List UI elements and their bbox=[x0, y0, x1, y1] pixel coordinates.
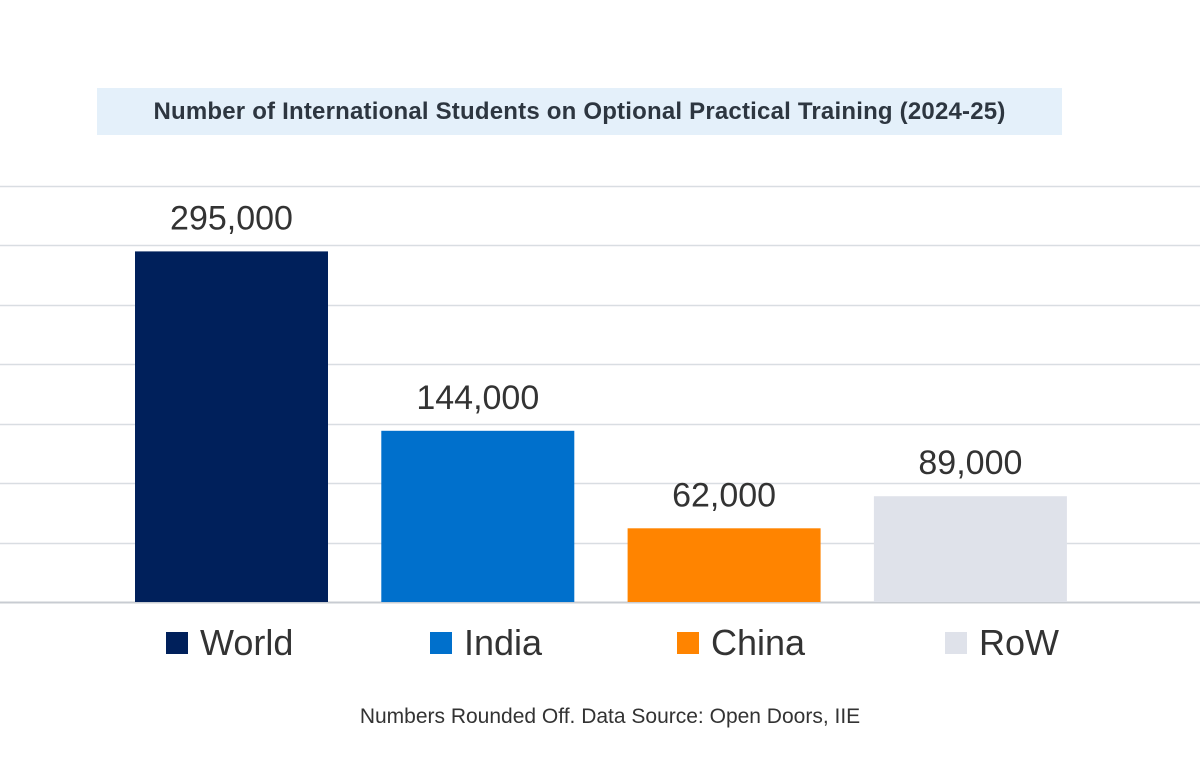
legend-item-world: World bbox=[166, 622, 293, 663]
bar-row bbox=[873, 496, 1067, 602]
bar-world bbox=[135, 251, 328, 602]
legend-swatch bbox=[166, 632, 188, 654]
chart-title-box: Number of International Students on Opti… bbox=[97, 88, 1062, 135]
legend-label: China bbox=[711, 622, 806, 663]
legend-item-row: RoW bbox=[945, 622, 1059, 663]
legend-label: RoW bbox=[979, 622, 1059, 663]
legend-item-china: China bbox=[677, 622, 806, 663]
legend-label: World bbox=[200, 622, 293, 663]
data-label: 62,000 bbox=[672, 476, 776, 514]
bar-china bbox=[627, 528, 821, 602]
legend-swatch bbox=[677, 632, 699, 654]
data-labels: 295,000 144,000 62,000 89,000 bbox=[170, 199, 1022, 514]
data-label: 89,000 bbox=[918, 444, 1022, 482]
legend-swatch bbox=[430, 632, 452, 654]
legend-swatch bbox=[945, 632, 967, 654]
bar-india bbox=[381, 430, 575, 602]
bars bbox=[135, 251, 1067, 602]
chart-title: Number of International Students on Opti… bbox=[153, 97, 1006, 125]
data-label: 144,000 bbox=[416, 379, 539, 417]
legend-item-india: India bbox=[430, 622, 543, 663]
source-note: Numbers Rounded Off. Data Source: Open D… bbox=[359, 705, 861, 728]
legend-label: India bbox=[464, 622, 543, 663]
data-label: 295,000 bbox=[170, 199, 293, 237]
legend: World India China RoW bbox=[166, 622, 1059, 663]
